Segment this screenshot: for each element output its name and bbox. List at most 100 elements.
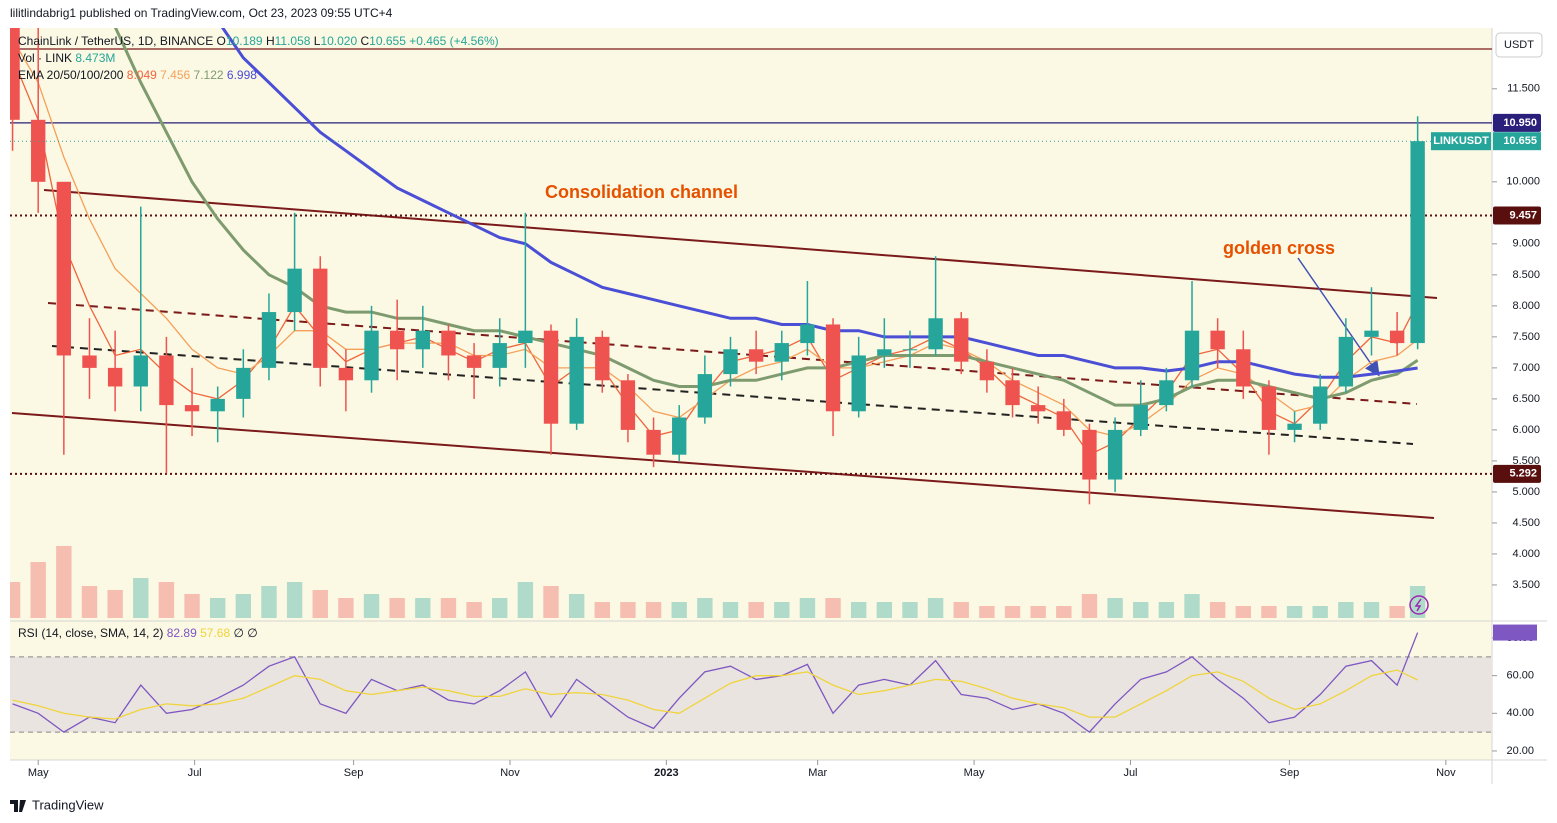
volume-bar: [1107, 598, 1123, 618]
candle-body: [1389, 330, 1405, 344]
volume-bar: [1004, 606, 1021, 618]
tv-logo: [10, 800, 26, 812]
volume-bar: [1030, 606, 1046, 618]
level-label-bg: [1493, 464, 1541, 483]
candle-body: [1184, 330, 1200, 381]
volume-bar: [261, 586, 277, 618]
volume-bar: [415, 598, 431, 618]
chart-bg: [10, 28, 1492, 760]
volume-bar: [389, 598, 405, 618]
rsi-tick-label: 60.00: [1506, 670, 1534, 682]
volume-bar: [645, 602, 662, 618]
rsi-value: 82.89: [167, 626, 197, 640]
ema-value: 8.049: [127, 68, 157, 82]
volume-bar: [825, 598, 841, 618]
candle-body: [1261, 386, 1277, 430]
candle-body: [800, 324, 815, 344]
y-tick-label: 4.500: [1512, 517, 1540, 529]
volume-bar: [184, 594, 200, 618]
candle-body: [364, 330, 379, 381]
volume-bar: [235, 594, 252, 618]
ohlc-value: 10.020: [320, 34, 357, 48]
candle-body: [1236, 349, 1251, 387]
volume-bar: [209, 598, 226, 618]
volume-bar: [107, 590, 123, 618]
candle-body: [287, 268, 302, 313]
volume-bar: [1338, 602, 1354, 618]
candle-body: [620, 380, 636, 430]
volume-bar: [158, 582, 175, 618]
volume-bar: [517, 582, 534, 618]
candle-body: [1133, 405, 1148, 430]
candle-body: [954, 318, 969, 362]
candle-body: [1005, 380, 1020, 406]
channel-mid-dashed: [51, 345, 1414, 445]
volume-bar: [1209, 602, 1226, 618]
volume-bar: [902, 602, 918, 618]
arrow: [1297, 257, 1380, 377]
currency-button[interactable]: [1495, 32, 1543, 58]
last-price-bg: [1493, 132, 1541, 151]
last-price-label: 10.655: [1503, 135, 1537, 147]
ema-value: 7.122: [194, 68, 224, 82]
candle-body: [1364, 330, 1379, 337]
volume-bar: [543, 586, 559, 618]
rsi-band: [10, 656, 1492, 733]
candle-body: [313, 268, 328, 368]
candle-body: [697, 374, 713, 418]
candle-body: [492, 343, 507, 368]
candle-body: [210, 398, 225, 412]
candle-body: [82, 355, 97, 368]
volume-bar: [799, 598, 816, 618]
volume-bar: [568, 594, 585, 618]
symbol-tag: LINKUSDT: [1433, 135, 1489, 147]
candle-body: [1056, 411, 1071, 430]
ema-line: [114, 28, 1419, 407]
x-tick-label: May: [28, 767, 49, 779]
volume-bar: [56, 546, 72, 618]
x-tick-label: Jul: [1123, 767, 1137, 779]
volume-bar: [953, 602, 969, 618]
level-label: 5.292: [1509, 468, 1537, 480]
rsi-pane: [10, 632, 1492, 733]
candle-body: [415, 330, 430, 350]
volume-label: Vol · LINK: [18, 51, 72, 65]
x-tick-label: 2023: [654, 767, 678, 779]
volume-bar: [312, 590, 328, 618]
volume-bar: [1261, 606, 1277, 618]
change: +0.465 (+4.56%): [409, 34, 498, 48]
volume-bar: [1056, 606, 1072, 618]
y-tick-label: 5.500: [1512, 455, 1540, 467]
rsi-tick-label: 40.00: [1506, 707, 1534, 719]
ohlc-key: O: [217, 34, 226, 48]
volume-bar: [594, 602, 610, 618]
volume-bar: [876, 602, 893, 618]
level-label: 9.457: [1509, 209, 1537, 221]
candle-body: [646, 429, 661, 455]
candle-body: [10, 28, 20, 120]
legend-rsi: RSI (14, close, SMA, 14, 2) 82.89 57.68 …: [18, 626, 258, 640]
candle-body: [338, 367, 354, 381]
legend-symbol-line: ChainLink / TetherUS, 1D, BINANCE O10.18…: [18, 34, 499, 48]
legend-volume: Vol · LINK 8.473M: [18, 51, 115, 65]
candle-body: [466, 355, 482, 368]
candle-body: [133, 355, 148, 387]
level-label-bg: [1493, 206, 1541, 225]
currency[interactable]: USDT: [1504, 39, 1534, 51]
candle-body: [389, 330, 405, 350]
volume-bar: [1184, 594, 1200, 618]
rsi-last-bg: [1493, 624, 1537, 641]
alert-icon[interactable]: [1409, 595, 1429, 615]
candle-body: [672, 417, 687, 455]
candle-body: [1410, 141, 1425, 344]
ohlc-key: C: [361, 34, 370, 48]
candle-body: [1313, 386, 1328, 424]
candle-body: [902, 349, 918, 351]
candle-body: [31, 119, 46, 182]
candle-body: [774, 343, 789, 362]
ohlc-key: H: [266, 34, 275, 48]
publisher: lilitlindabrig1 published on TradingView…: [10, 6, 393, 20]
candle-body: [595, 336, 610, 381]
ema-label: EMA 20/50/100/200: [18, 68, 124, 82]
